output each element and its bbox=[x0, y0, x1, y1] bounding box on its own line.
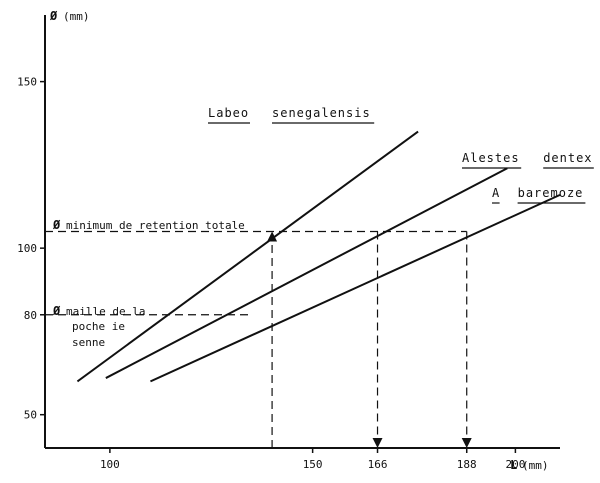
y-axis-unit: (mm) bbox=[63, 10, 90, 23]
reference-lines bbox=[45, 230, 472, 448]
series-line-2 bbox=[150, 193, 561, 383]
series-label-0-part-1: senegalensis bbox=[272, 106, 371, 120]
x-axis-unit: (mm) bbox=[522, 459, 549, 472]
min-retention-symbol: Ø bbox=[52, 218, 61, 232]
series-label-1-part-0: Alestes bbox=[462, 151, 520, 165]
x-tick-label: 166 bbox=[368, 458, 388, 471]
mesh-label-line-3: senne bbox=[72, 336, 105, 349]
x-tick-label: 188 bbox=[457, 458, 477, 471]
mesh-label-line-1: maille de la bbox=[66, 305, 145, 318]
series-line-0 bbox=[76, 130, 419, 383]
series-label-1-part-1: dentex bbox=[543, 151, 592, 165]
series-labels: Labeo senegalensis Alestes dentex A baremoze bbox=[208, 106, 594, 204]
arrow-up-icon bbox=[267, 231, 278, 242]
y-tick-label: 50 bbox=[24, 409, 37, 422]
axes: Ø (mm) L (mm) bbox=[44, 9, 560, 472]
x-ticks: 100 150 166 188 200 bbox=[100, 448, 525, 471]
arrow-down-icon bbox=[461, 438, 472, 448]
arrow-down-icon bbox=[372, 438, 383, 448]
x-tick-label: 100 bbox=[100, 458, 120, 471]
mesh-label-line-2: poche ie bbox=[72, 320, 125, 333]
y-ticks: 50 80 100 150 bbox=[17, 76, 45, 422]
y-tick-label: 150 bbox=[17, 76, 37, 89]
series-label-2-part-1: baremoze bbox=[518, 186, 584, 200]
series-line-1 bbox=[105, 167, 508, 379]
x-axis-label: L bbox=[510, 458, 517, 472]
series-lines bbox=[76, 130, 561, 383]
y-axis-label: Ø bbox=[49, 9, 58, 23]
series-label-2-part-0: A bbox=[492, 186, 500, 200]
x-tick-label: 200 bbox=[505, 458, 525, 471]
y-tick-label: 80 bbox=[24, 309, 37, 322]
series-label-0-part-0: Labeo bbox=[208, 106, 249, 120]
min-retention-label: minimum de retention totale bbox=[66, 219, 245, 232]
y-tick-label: 100 bbox=[17, 242, 37, 255]
x-tick-label: 150 bbox=[303, 458, 323, 471]
annotations: Ø minimum de retention totale Ø maille d… bbox=[52, 218, 245, 349]
mesh-symbol: Ø bbox=[52, 304, 61, 318]
